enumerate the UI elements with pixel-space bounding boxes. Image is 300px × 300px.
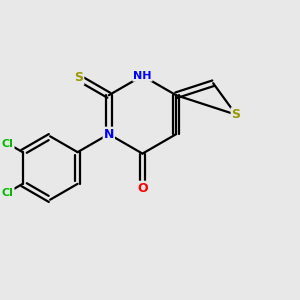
Text: N: N: [103, 128, 114, 141]
Text: O: O: [137, 182, 148, 195]
Text: S: S: [74, 71, 83, 84]
Text: Cl: Cl: [2, 139, 14, 148]
Text: S: S: [232, 108, 241, 121]
Text: NH: NH: [133, 71, 152, 81]
Text: Cl: Cl: [2, 188, 14, 197]
